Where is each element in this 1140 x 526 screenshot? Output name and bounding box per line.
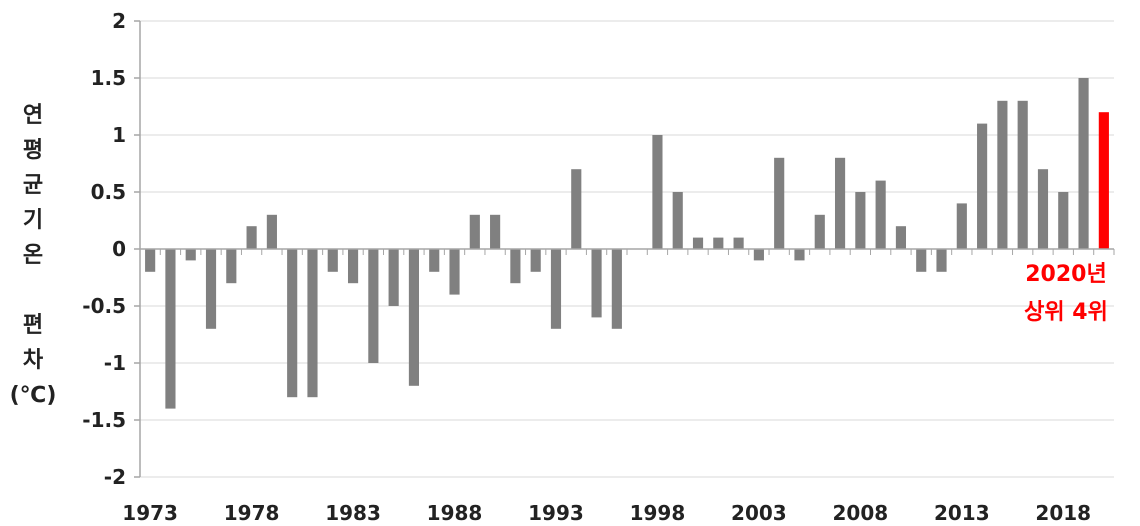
- bar-2010: [895, 226, 907, 249]
- bar-2001: [713, 237, 724, 249]
- bar-2009: [875, 180, 886, 249]
- y-tick-label: -1: [104, 351, 126, 375]
- y-tick-label: -2: [104, 465, 126, 489]
- y-tick-label: 1: [112, 123, 126, 147]
- bar-2000: [692, 237, 704, 249]
- bar-1998: [652, 135, 663, 249]
- y-tick-label: 0.5: [91, 180, 126, 204]
- bar-2020: [1098, 112, 1109, 249]
- y-tick-label: 0: [112, 237, 126, 261]
- bar-1993: [550, 249, 562, 329]
- bar-2012: [936, 249, 947, 272]
- bar-2018: [1058, 192, 1069, 249]
- x-tick-label: 2013: [934, 501, 990, 525]
- bar-1985: [388, 249, 399, 306]
- bar-1978: [246, 226, 257, 249]
- bar-1979: [266, 214, 277, 249]
- y-axis-label-char: 기: [23, 208, 43, 233]
- y-tick-label: -1.5: [82, 408, 126, 432]
- bar-2007: [834, 157, 846, 249]
- bar-2008: [855, 192, 866, 249]
- bar-1975: [185, 249, 196, 261]
- x-tick-label: 1983: [325, 501, 381, 525]
- x-tick-label: 1993: [528, 501, 584, 525]
- y-axis-label-char: 균: [23, 173, 43, 198]
- bar-1986: [408, 249, 420, 386]
- x-tick-label: 1998: [630, 501, 686, 525]
- y-axis-label-char: (℃): [10, 383, 57, 408]
- bar-1994: [571, 169, 582, 249]
- y-tick-label: 2: [112, 9, 126, 33]
- bar-1988: [449, 249, 460, 295]
- bar-1980: [287, 249, 298, 398]
- bar-1974: [165, 249, 176, 409]
- x-tick-label: 2018: [1035, 501, 1091, 525]
- bar-2016: [1017, 100, 1028, 249]
- bar-2014: [977, 123, 988, 249]
- bar-1983: [347, 249, 359, 284]
- bar-1995: [591, 249, 602, 318]
- x-tick-label: 2008: [833, 501, 889, 525]
- bar-2002: [733, 237, 744, 249]
- bar-1996: [611, 249, 622, 329]
- y-axis-label-char: 차: [23, 348, 44, 373]
- y-axis-label-char: 편: [23, 313, 43, 338]
- x-tick-label: 2003: [731, 501, 787, 525]
- y-axis-label-char: 연: [23, 103, 43, 128]
- bar-1984: [368, 249, 379, 363]
- y-axis-label-char: 평: [23, 138, 43, 163]
- bar-1992: [530, 249, 541, 272]
- x-tick-labels: 1973 1978 1983 1988 1993 1998 2003 2008 2013 2018: [122, 501, 1091, 525]
- bar-1973: [145, 249, 156, 272]
- bar-1987: [429, 249, 440, 272]
- bar-2003: [753, 249, 764, 261]
- bar-1999: [672, 192, 683, 249]
- annotation-line2: 상위 4위: [1024, 300, 1108, 325]
- gridlines: [140, 20, 1114, 478]
- y-axis-label-char: 온: [23, 243, 43, 268]
- x-tick-label: 1988: [427, 501, 483, 525]
- bar-2006: [814, 214, 825, 249]
- bars: [145, 78, 1109, 409]
- bar-1977: [226, 249, 237, 284]
- bar-1991: [510, 249, 521, 284]
- bar-1990: [490, 214, 501, 249]
- bar-2004: [774, 157, 785, 249]
- bar-1982: [327, 249, 338, 272]
- x-tick-label: 1973: [122, 501, 178, 525]
- annotation: 2020년 상위 4위: [1024, 262, 1108, 325]
- bar-1981: [307, 249, 318, 398]
- bar-1976: [205, 249, 217, 329]
- bar-2019: [1078, 78, 1089, 249]
- bar-2005: [794, 249, 805, 261]
- bar-1989: [469, 214, 480, 249]
- annotation-line1: 2020년: [1025, 262, 1106, 287]
- bar-2013: [956, 203, 967, 249]
- bar-2017: [1037, 169, 1049, 249]
- y-tick-label: 1.5: [91, 66, 126, 90]
- bar-2015: [997, 100, 1008, 249]
- x-tick-label: 1978: [224, 501, 280, 525]
- y-tick-labels: 2 1.5 1 0.5 0 -0.5 -1 -1.5 -2: [82, 9, 126, 489]
- bar-2011: [916, 249, 927, 272]
- axes: [134, 20, 1115, 478]
- y-tick-label: -0.5: [82, 294, 126, 318]
